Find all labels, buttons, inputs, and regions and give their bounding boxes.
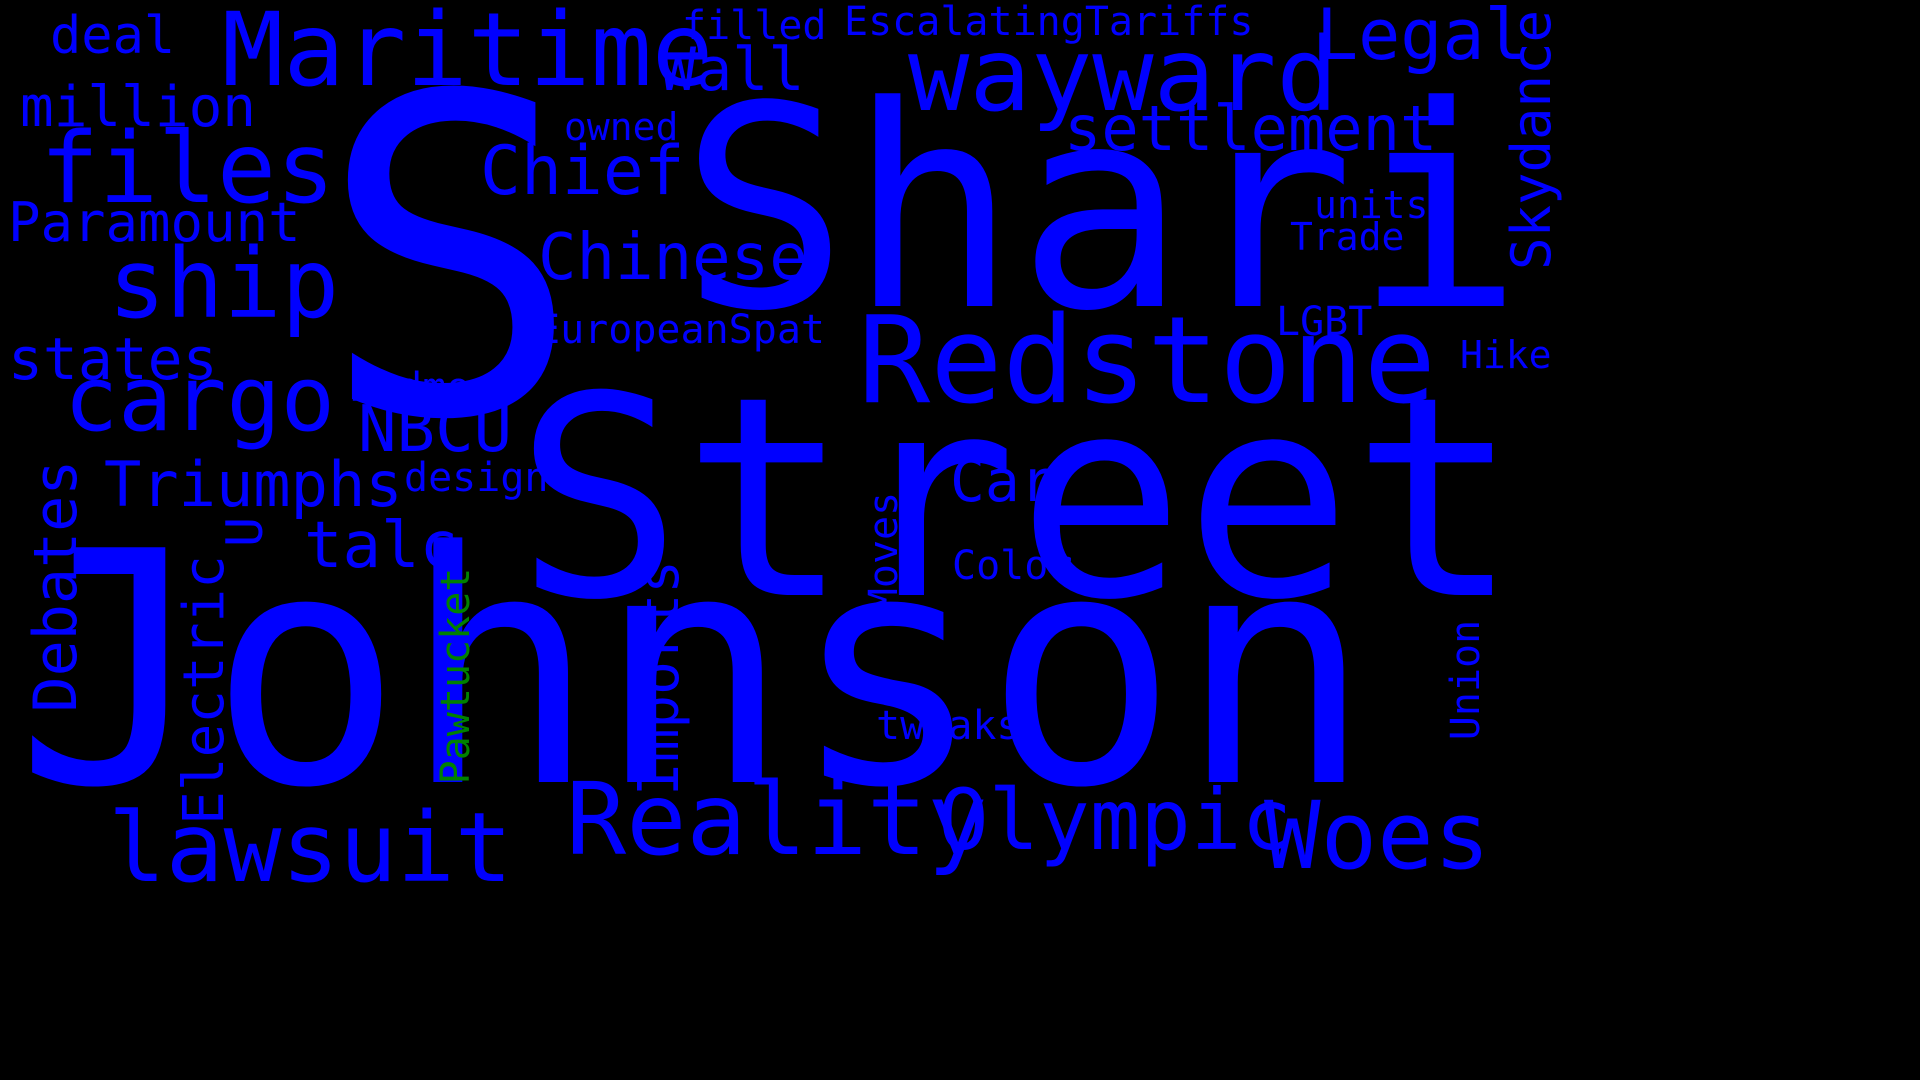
word-reality: Reality bbox=[566, 761, 988, 878]
word-maritime: Maritime bbox=[222, 0, 714, 110]
word-johnson: Johnson bbox=[15, 483, 1373, 858]
word-u: U bbox=[216, 516, 274, 548]
word-ship: ship bbox=[108, 228, 340, 340]
word-owned: owned bbox=[564, 105, 679, 149]
word-nbcu: NBCU bbox=[358, 393, 513, 467]
word-filled: filled bbox=[682, 3, 827, 49]
word-electric: Electric bbox=[172, 555, 237, 825]
word-design: design bbox=[404, 455, 549, 501]
word-european-spat: EuropeanSpat bbox=[536, 307, 825, 353]
word-chief: Chief bbox=[480, 132, 685, 211]
word-trade: Trade bbox=[1290, 215, 1405, 259]
word-million: million bbox=[20, 75, 257, 140]
word-moves: Moves bbox=[861, 491, 907, 613]
word-debates: Debates bbox=[21, 459, 91, 713]
word-triumphs: Triumphs bbox=[104, 448, 403, 521]
word-olympic: Olympic bbox=[938, 771, 1293, 869]
word-redmond: Redmond bbox=[350, 365, 519, 411]
word-escalating-tariffs: EscalatingTariffs bbox=[844, 0, 1254, 45]
word-units: units bbox=[1314, 183, 1429, 227]
word-files: files bbox=[40, 112, 336, 226]
word-redstone: Redstone bbox=[858, 292, 1436, 431]
word-s: S bbox=[318, 4, 583, 516]
word-wayward: wayward bbox=[908, 16, 1338, 135]
word-cargo: cargo bbox=[64, 347, 335, 452]
word-lawsuit: lawsuit bbox=[108, 792, 513, 904]
word-color: Color bbox=[952, 543, 1073, 589]
word-woes: Woes bbox=[1264, 782, 1491, 891]
word-hike: Hike bbox=[1460, 333, 1552, 377]
word-street: Street bbox=[515, 337, 1520, 661]
word-pawtucket: Pawtucket bbox=[433, 567, 479, 785]
word-settlement: settlement bbox=[1064, 92, 1438, 165]
word-chinese: Chinese bbox=[538, 221, 808, 295]
word-lgbt: LGBT bbox=[1276, 299, 1373, 345]
word-paramount: Paramount bbox=[8, 191, 301, 254]
word-imports: Imports bbox=[627, 559, 692, 797]
word-legal: Legal bbox=[1316, 0, 1527, 76]
word-car: Car bbox=[950, 447, 1055, 515]
word-shari: Shari bbox=[680, 47, 1523, 373]
word-skydance: Skydance bbox=[1500, 9, 1563, 271]
word-wall: Wall bbox=[660, 35, 805, 105]
word-talc: talc bbox=[304, 509, 459, 583]
word-tweaks: tweaks bbox=[876, 703, 1021, 749]
word-states: states bbox=[8, 325, 218, 393]
word-union: Union bbox=[1443, 619, 1489, 741]
word-deal: deal bbox=[50, 6, 176, 66]
